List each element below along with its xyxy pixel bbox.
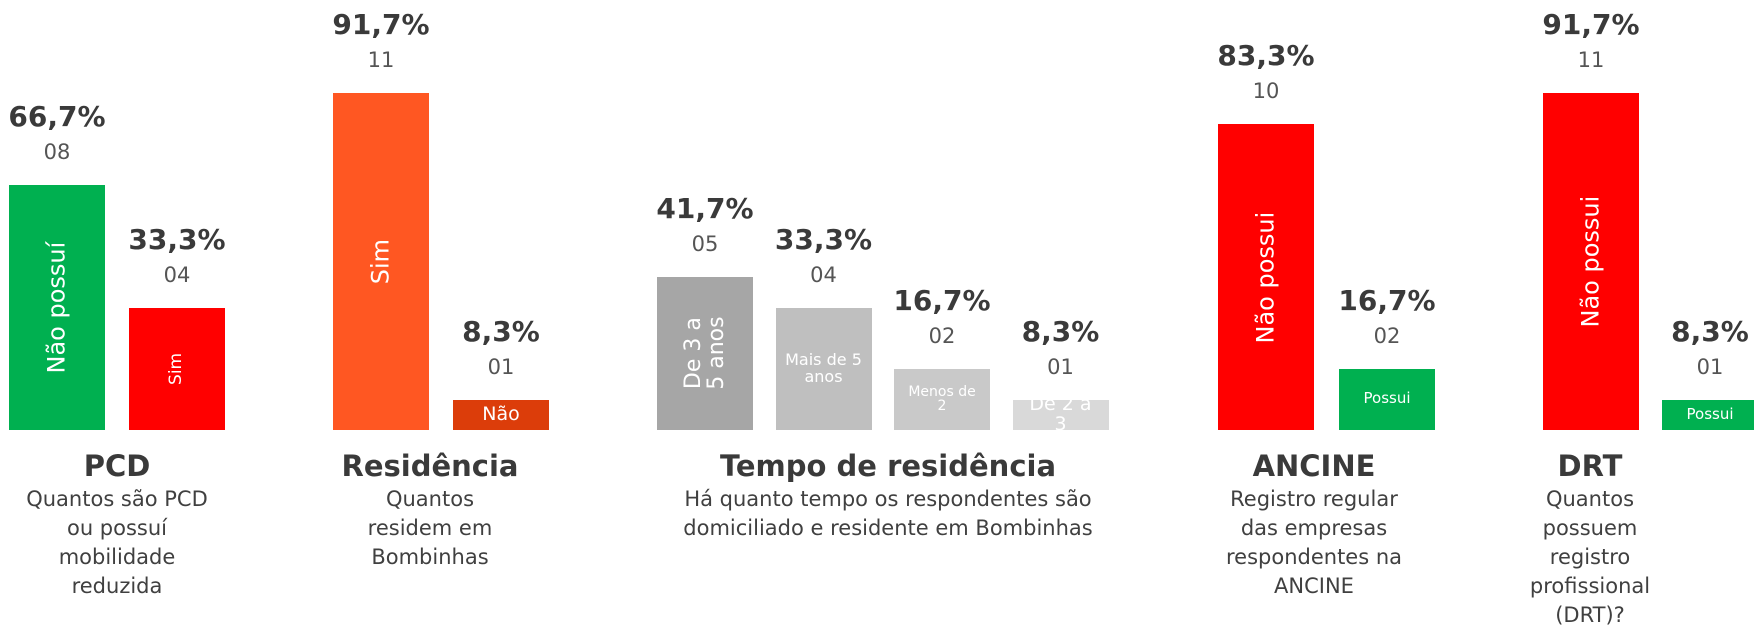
value-label: 66,7% xyxy=(8,100,106,134)
value-label: 8,3% xyxy=(1671,314,1749,348)
value-label: 8,3% xyxy=(462,314,540,348)
bar-label: Sim xyxy=(166,352,187,385)
count-label: 04 xyxy=(810,262,837,287)
chart-subtitle: Quantos possuem registro profissional (D… xyxy=(1529,487,1651,627)
chart-subtitle: Há quanto tempo os respondentes são domi… xyxy=(683,487,1093,540)
bar: Menos de 2 xyxy=(894,368,990,430)
value-label: 16,7% xyxy=(1338,283,1436,317)
count-label: 11 xyxy=(1577,48,1605,73)
bar-label: Menos de 2 xyxy=(908,383,976,415)
chart-title: ANCINE xyxy=(1252,449,1376,483)
bar-label: De 2 a 3 xyxy=(1029,392,1092,435)
count-label: 04 xyxy=(163,262,191,287)
count-label: 02 xyxy=(928,323,956,348)
bar-label: Não possuí xyxy=(42,241,71,374)
value-label: 91,7% xyxy=(1542,8,1640,42)
bar-label: Mais de 5 anos xyxy=(785,350,862,386)
bar: Sim xyxy=(333,93,429,430)
count-label: 01 xyxy=(1696,354,1724,379)
count-label: 08 xyxy=(43,140,71,165)
bar-label: Não xyxy=(482,402,520,425)
bar: Não possuí xyxy=(9,185,105,430)
value-label: 8,3% xyxy=(1021,314,1100,348)
chart-title: Tempo de residência xyxy=(719,449,1057,483)
bar-label: Sim xyxy=(366,239,395,285)
bar: Possui xyxy=(1339,368,1435,430)
bar: Mais de 5 anos xyxy=(775,307,872,430)
chart-subtitle: Quantos residem em Bombinhas xyxy=(367,487,493,569)
bar: Não possui xyxy=(1543,93,1639,430)
bar: Não possui xyxy=(1218,124,1314,430)
chart-title: DRT xyxy=(1557,449,1623,483)
value-label: 83,3% xyxy=(1217,39,1315,73)
value-label: 33,3% xyxy=(774,222,873,256)
chart-title: PCD xyxy=(83,449,151,483)
bar-label: Não possui xyxy=(1576,195,1605,328)
bar-label: Possui xyxy=(1363,389,1411,408)
value-label: 41,7% xyxy=(656,191,754,225)
bar-label: Possui xyxy=(1686,404,1734,423)
chart-title: Residência xyxy=(341,449,519,483)
bar-label: De 3 a 5 anos xyxy=(680,316,729,391)
bar: Sim xyxy=(129,307,225,430)
count-label: 02 xyxy=(1373,323,1401,348)
value-label: 91,7% xyxy=(332,8,430,42)
count-label: 10 xyxy=(1252,79,1280,104)
value-label: 16,7% xyxy=(893,283,991,317)
count-label: 11 xyxy=(367,48,395,73)
count-label: 01 xyxy=(1047,354,1074,379)
chart-subtitle: Registro regular das empresas respondent… xyxy=(1225,487,1403,598)
count-label: 01 xyxy=(487,354,515,379)
bar: Possui xyxy=(1662,399,1754,430)
bar: De 2 a 3 xyxy=(1012,394,1109,434)
bar: De 3 a 5 anos xyxy=(657,276,753,430)
bar-label: Não possui xyxy=(1251,211,1280,344)
bar: Não xyxy=(453,399,549,430)
chart-subtitle: Quantos são PCD ou possuí mobilidade red… xyxy=(26,487,208,598)
count-label: 05 xyxy=(691,231,719,256)
value-label: 33,3% xyxy=(128,222,226,256)
